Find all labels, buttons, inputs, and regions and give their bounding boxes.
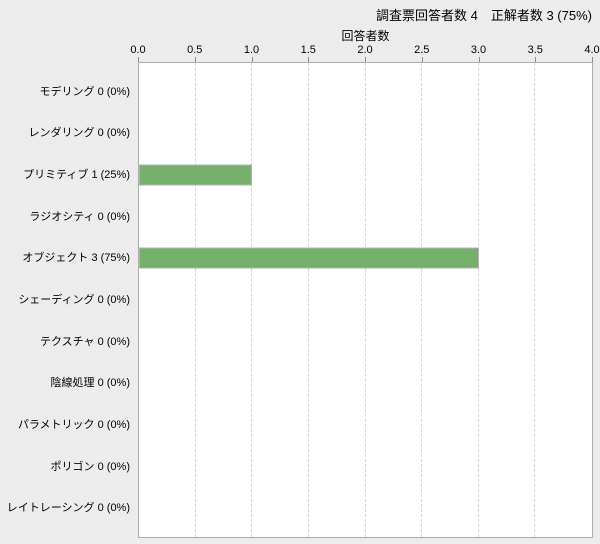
bar-プリミティブ [139,164,253,186]
category-label: モデリング 0 (0%) [39,85,130,98]
x-tick-label: 2.5 [414,44,430,56]
x-tick-mark [421,57,423,62]
bar-row [139,237,592,278]
gridline [421,63,423,537]
category-label: レンダリング 0 (0%) [28,127,130,140]
x-tick-label: 2.0 [357,44,373,56]
bar-オブジェクト [139,247,479,269]
x-tick-label: 1.0 [243,44,260,56]
gridline [477,63,479,537]
x-axis-label: 回答者数 [341,29,390,43]
chart-title: 調査票回答者数 4 正解者数 3 (75%) [376,8,592,23]
category-axis-labels: モデリング 0 (0%) レンダリング 0 (0%) プリミティブ 1 (25%) ラ… [0,62,130,538]
x-tick-mark [535,57,537,62]
category-label: 陰線処理 0 (0%) [50,377,130,390]
bar-row [139,278,592,319]
bar-row [139,361,592,402]
x-tick-label: 0.5 [187,44,203,56]
plot-area [138,62,593,538]
bar-row [139,154,592,195]
category-label: レイトレーシング 0 (0%) [6,502,130,515]
x-tick-label: 4.0 [584,44,600,56]
x-tick-label: 3.5 [527,44,543,56]
category-label: テクスチャ 0 (0%) [39,335,130,348]
category-label: シェーディング 0 (0%) [18,294,130,307]
category-label: パラメトリック 0 (0%) [17,418,130,431]
gridline [194,63,196,537]
x-tick-mark [194,57,196,62]
x-tick-mark [138,57,139,62]
x-tick-mark [308,57,310,62]
category-label: プリミティブ 1 (25%) [23,169,130,182]
bar-row [139,320,592,361]
bar-row [139,444,592,485]
x-tick-mark [251,57,253,62]
x-tick-label: 0.0 [130,44,146,56]
category-label: オブジェクト 3 (75%) [22,252,130,265]
category-label: ラジオシティ 0 (0%) [29,210,130,223]
x-tick-mark [365,57,366,62]
gridline [251,63,253,537]
x-tick-mark [478,57,480,62]
gridline [307,63,309,537]
bar-row [139,403,592,444]
bar-row [139,112,592,153]
gridline [534,63,536,537]
category-label: ポリゴン 0 (0%) [50,460,130,473]
x-tick-label: 1.5 [300,44,316,56]
bar-rows [139,63,592,537]
gridline [364,63,366,537]
bar-row [139,195,592,236]
bar-row [139,71,592,112]
bar-row [139,486,592,527]
x-tick-label: 3.0 [470,44,487,56]
x-tick-mark [592,57,593,62]
